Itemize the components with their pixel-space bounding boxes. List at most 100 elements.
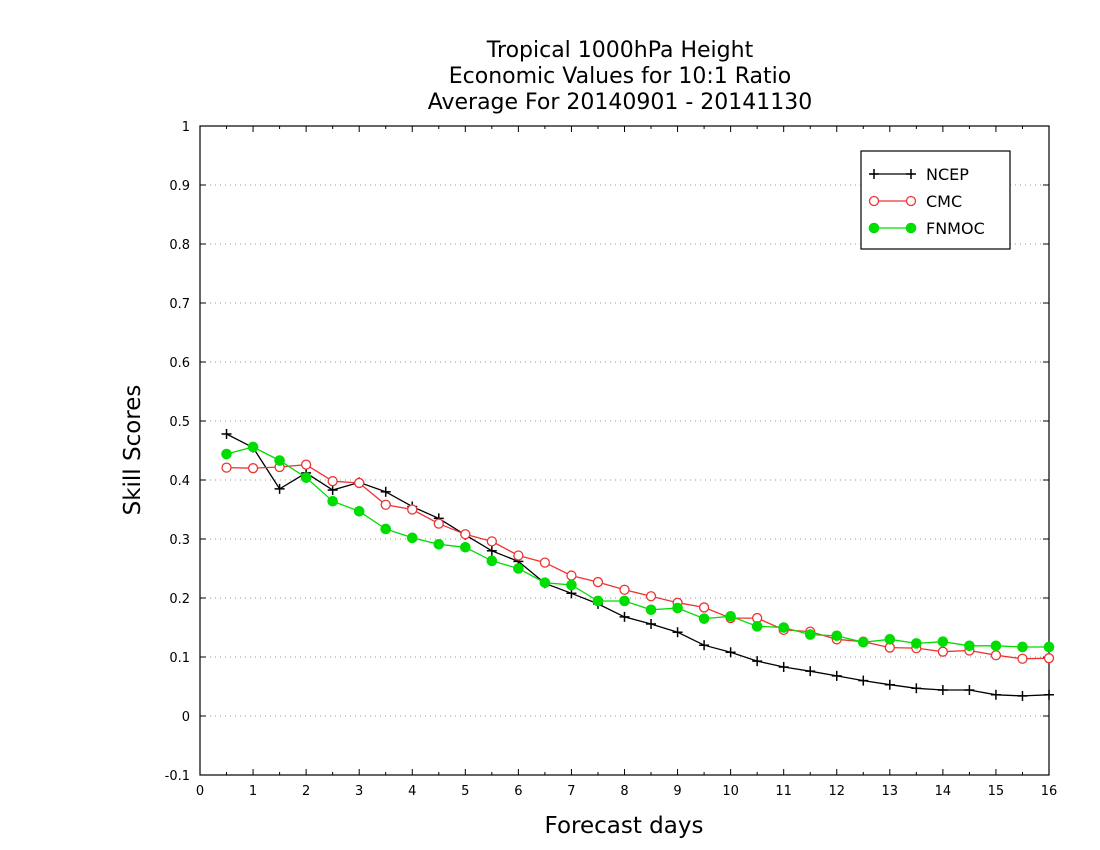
legend-marker-cmc [905, 195, 917, 207]
point-fnmoc [460, 541, 471, 553]
y-tick-label: 0.1 [169, 651, 190, 666]
point-cmc [990, 650, 1002, 661]
y-tick-label: 0.7 [169, 297, 190, 312]
x-tick-label: 11 [775, 784, 792, 799]
y-axis-label: Skill Scores [120, 385, 146, 516]
point-ncep [1044, 689, 1054, 700]
point-cmc [513, 550, 524, 561]
point-fnmoc [406, 532, 418, 544]
x-tick-label: 9 [673, 784, 681, 799]
point-cmc [1043, 653, 1055, 664]
series-cmc [221, 459, 1055, 664]
y-tick-label: 0.2 [169, 592, 190, 607]
point-fnmoc [619, 595, 630, 607]
point-cmc [486, 536, 497, 547]
point-fnmoc [486, 555, 498, 567]
y-tick-label: 0 [182, 710, 190, 725]
x-axis-label: Forecast days [545, 813, 704, 839]
point-ncep [646, 618, 657, 629]
point-fnmoc [513, 563, 524, 574]
x-tick-label: 16 [1041, 784, 1058, 799]
point-ncep [911, 683, 922, 694]
x-tick-label: 8 [620, 784, 628, 799]
point-fnmoc [539, 577, 551, 588]
x-tick-label: 6 [514, 784, 522, 799]
x-tick-label: 13 [882, 784, 899, 799]
point-cmc [247, 463, 259, 474]
point-fnmoc [964, 640, 975, 652]
legend-box [860, 150, 1011, 250]
x-tick-label: 1 [249, 784, 257, 799]
point-ncep [221, 428, 232, 439]
point-ncep [619, 611, 630, 622]
point-fnmoc [353, 505, 365, 517]
point-cmc [1017, 653, 1028, 664]
x-tick-label: 14 [935, 784, 952, 799]
point-ncep [937, 685, 948, 696]
point-cmc [327, 476, 338, 487]
point-ncep [884, 679, 895, 690]
point-fnmoc [247, 441, 259, 453]
legend-label-ncep: NCEP [926, 165, 969, 184]
x-tick-label: 5 [461, 784, 469, 799]
series-line-fnmoc [226, 446, 1049, 648]
point-ncep [858, 675, 869, 686]
y-tick-label: 0.6 [169, 356, 190, 371]
point-cmc [354, 477, 365, 489]
point-fnmoc [804, 629, 816, 640]
point-ncep [964, 685, 975, 696]
x-tick-label: 15 [988, 784, 1005, 799]
series-line-cmc [226, 464, 1050, 660]
point-fnmoc [884, 634, 896, 645]
point-ncep [778, 662, 789, 673]
chart-title-line-3: Average For 20140901 - 20141130 [428, 90, 813, 115]
series-ncep [221, 428, 1054, 701]
point-ncep [274, 483, 285, 494]
point-fnmoc [778, 622, 789, 633]
point-cmc [937, 646, 949, 657]
grid [200, 184, 1049, 717]
point-ncep [380, 486, 391, 497]
point-ncep [752, 656, 763, 667]
point-fnmoc [857, 636, 869, 648]
legend-label-cmc: CMC [926, 192, 962, 211]
legend-entry-cmc: CMC [868, 192, 962, 211]
point-cmc [566, 570, 577, 581]
chart-title: Tropical 1000hPa Height Economic Values … [428, 38, 813, 115]
point-cmc [407, 504, 418, 515]
axis-ticks: -0.100.10.20.30.40.50.60.70.80.910 1 2 3 4 5 6… [165, 120, 1058, 799]
chart-title-line-1: Tropical 1000hPa Height [486, 38, 754, 63]
point-fnmoc [327, 495, 338, 507]
point-cmc [539, 557, 551, 568]
y-tick-label: 0.5 [169, 415, 190, 430]
point-fnmoc [751, 621, 763, 632]
point-fnmoc [380, 523, 392, 535]
point-ncep [327, 485, 338, 496]
legend-marker-fnmoc [905, 222, 917, 234]
point-ncep [486, 545, 497, 556]
point-fnmoc [672, 602, 683, 614]
point-fnmoc [911, 638, 922, 649]
point-ncep [672, 627, 683, 638]
y-tick-label: 0.9 [169, 179, 190, 194]
point-fnmoc [221, 448, 232, 460]
point-ncep [831, 670, 842, 681]
x-tick-label: 4 [408, 784, 416, 799]
point-fnmoc [990, 640, 1002, 652]
legend: NCEP CMC FNMOC [860, 150, 1011, 250]
x-tick-label: 7 [567, 784, 575, 799]
point-fnmoc [831, 630, 843, 642]
point-cmc [380, 499, 391, 510]
point-fnmoc [1017, 641, 1028, 653]
point-fnmoc [274, 455, 285, 466]
series-fnmoc [221, 441, 1055, 653]
y-tick-label: 0.4 [169, 474, 190, 489]
x-tick-label: 3 [355, 784, 363, 799]
point-cmc [645, 591, 657, 602]
legend-label-fnmoc: FNMOC [926, 219, 985, 238]
legend-marker-cmc [868, 195, 880, 207]
point-fnmoc [937, 636, 949, 647]
point-fnmoc [592, 595, 604, 607]
legend-marker-fnmoc [868, 222, 880, 234]
point-fnmoc [725, 610, 736, 622]
